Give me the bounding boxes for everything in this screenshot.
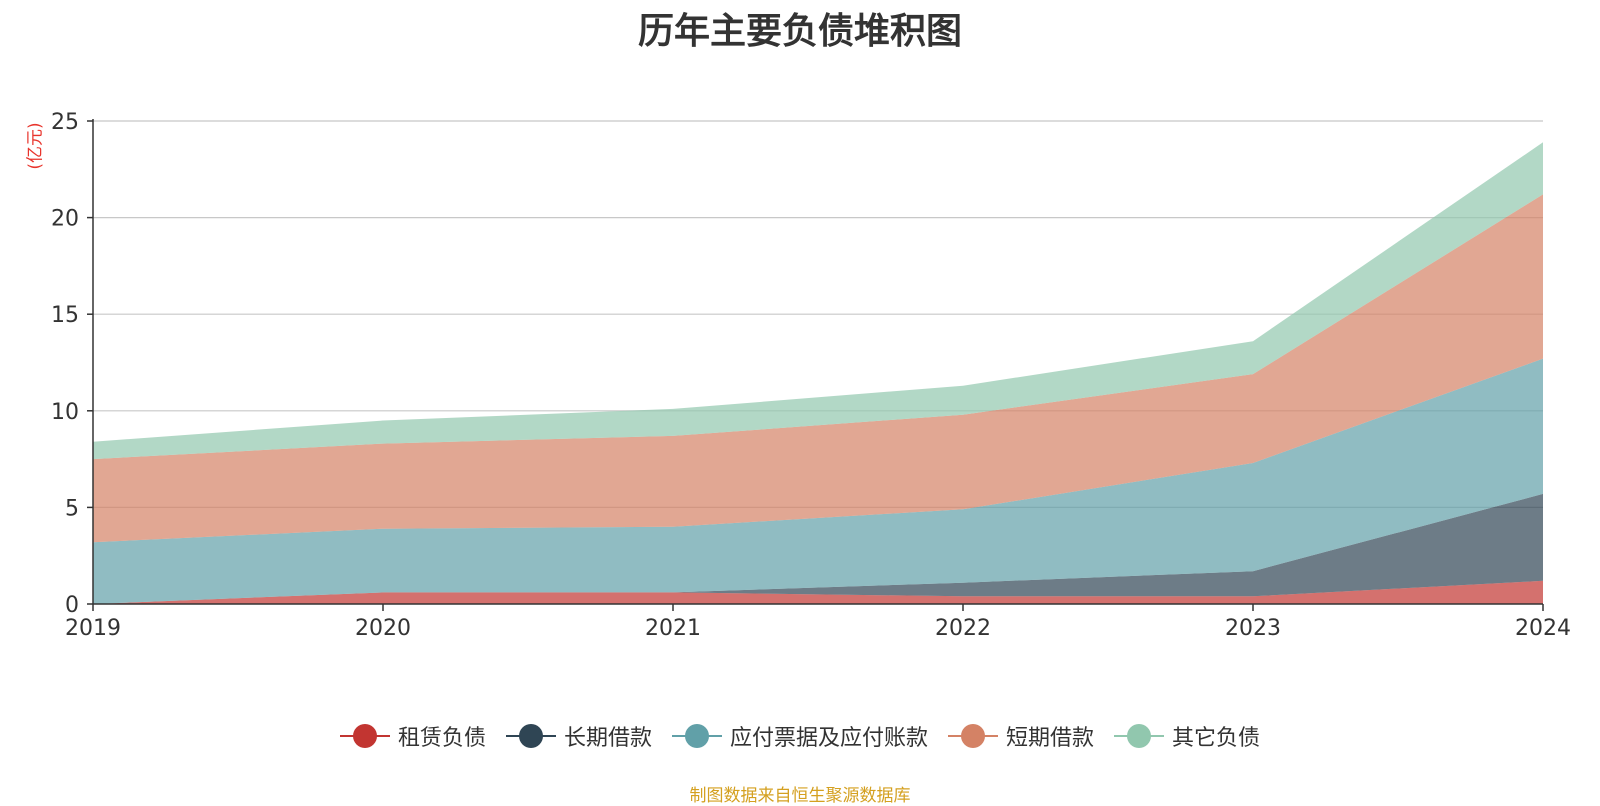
area-series-1 [93, 493, 1543, 604]
legend-marker-icon [948, 724, 998, 748]
x-tick-label: 2019 [65, 616, 121, 641]
x-tick-label: 2020 [355, 616, 411, 641]
y-tick-label: 0 [65, 593, 79, 618]
y-tick-label: 5 [65, 496, 79, 521]
x-tick-label: 2023 [1225, 616, 1281, 641]
y-tick-label: 20 [51, 207, 79, 232]
y-tick-label: 10 [51, 400, 79, 425]
legend-label: 长期借款 [563, 726, 652, 751]
area-series-0 [93, 580, 1543, 604]
area-series-2 [93, 358, 1543, 604]
stacked-area-chart: 0 5 10 15 20 25 2019 2020 2021 2022 2023 2024 [51, 110, 1571, 641]
area-series-4 [93, 142, 1543, 460]
legend-marker-icon [1114, 724, 1165, 748]
legend-item[interactable]: 应付票据及应付账款 [671, 720, 928, 752]
legend-label: 应付票据及应付账款 [729, 726, 928, 751]
axes: 0 5 10 15 20 25 2019 2020 2021 2022 2023 2024 [51, 110, 1571, 641]
legend-label: 其它负债 [1172, 726, 1261, 751]
legend-label: 短期借款 [1006, 726, 1095, 751]
source-note: 制图数据来自恒生聚源数据库 [689, 786, 911, 806]
legend-item[interactable]: 长期借款 [505, 720, 652, 752]
legend-label: 租赁负债 [397, 726, 486, 751]
chart-title: 历年主要负债堆积图 [637, 11, 962, 52]
x-tick-label: 2022 [935, 616, 991, 641]
x-tick-label: 2021 [645, 616, 701, 641]
legend-marker-icon [671, 724, 722, 748]
legend-marker-icon [339, 724, 390, 748]
y-tick-label: 25 [51, 110, 79, 135]
legend: 租赁负债 长期借款 应付票据及应付账款 短期借款 其它负债 [0, 720, 1600, 752]
area-series-3 [93, 194, 1543, 543]
legend-marker-icon [505, 724, 556, 748]
legend-item[interactable]: 短期借款 [948, 720, 1094, 752]
legend-item[interactable]: 其它负债 [1114, 720, 1260, 752]
area-series [93, 142, 1543, 604]
y-tick-label: 15 [51, 303, 79, 328]
legend-item[interactable]: 租赁负债 [339, 720, 486, 752]
x-tick-label: 2024 [1515, 616, 1571, 641]
